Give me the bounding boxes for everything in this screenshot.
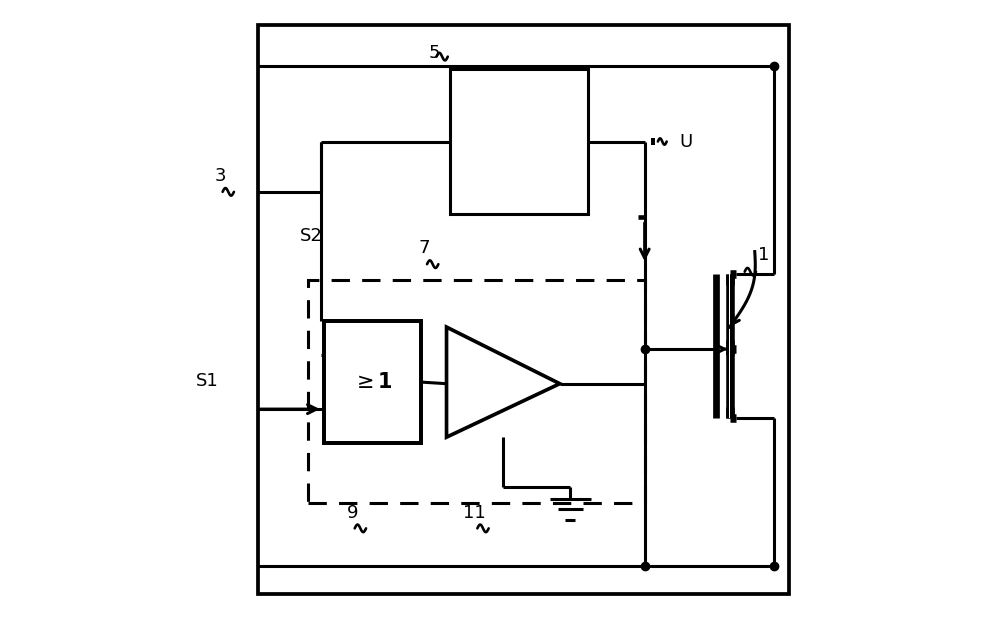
Polygon shape <box>447 327 560 437</box>
Bar <box>450 69 588 214</box>
Text: 11: 11 <box>463 504 486 521</box>
Text: 9: 9 <box>346 504 358 521</box>
Text: 1: 1 <box>758 246 770 264</box>
Text: 5: 5 <box>428 45 440 62</box>
Bar <box>324 321 421 443</box>
Text: 3: 3 <box>214 167 226 185</box>
Text: U: U <box>679 133 693 150</box>
Bar <box>308 280 645 503</box>
Bar <box>729 274 730 418</box>
Text: S2: S2 <box>300 227 323 245</box>
Bar <box>258 25 789 594</box>
Text: $\geq$1: $\geq$1 <box>352 372 393 392</box>
Text: S1: S1 <box>196 372 219 389</box>
Text: 7: 7 <box>419 240 430 257</box>
